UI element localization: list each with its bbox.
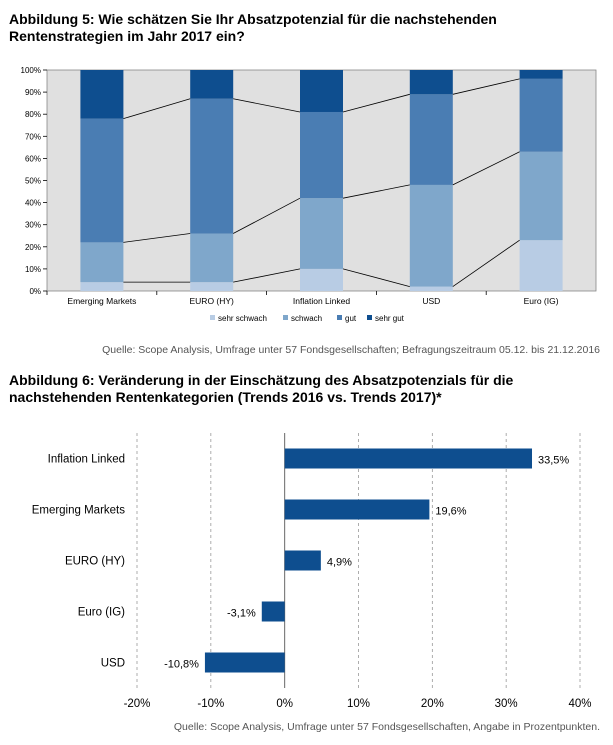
legend-swatch-sehr-schwach [210,315,215,320]
series-connector-line [452,239,520,287]
legend-swatch-sehr-gut [367,315,372,320]
figure-5-source: Quelle: Scope Analysis, Umfrage unter 57… [102,344,600,356]
bar-sehr-gut [519,70,563,79]
x-category-label: Euro (IG) [524,296,559,306]
series-connector-line [233,98,301,113]
series-connector-line [233,268,301,283]
figure-6-source: Quelle: Scope Analysis, Umfrage unter 57… [173,721,600,733]
series-connector-line [342,268,410,287]
bar-gut [409,94,453,185]
bar-usd [204,652,285,673]
x-tick-label: -20% [124,698,151,710]
y-tick-label: 60% [25,154,41,163]
legend-label-gut: gut [345,314,357,323]
x-tick-label: 30% [495,698,518,710]
series-connector-line [123,98,191,120]
bar-schwach [190,233,234,283]
x-tick-label: 10% [347,698,370,710]
y-tick-label: 40% [25,199,41,208]
y-tick-label: 0% [29,287,41,296]
x-category-label: EURO (HY) [190,296,235,306]
bar-sehr-gut [409,70,453,95]
bar-schwach [80,242,124,283]
bar-sehr-schwach [190,282,234,291]
y-category-label: EURO (HY) [65,556,125,568]
y-category-label: Inflation Linked [48,454,125,466]
bar-sehr-gut [80,70,124,119]
x-tick-label: 20% [421,698,444,710]
y-tick-label: 100% [21,66,41,75]
x-category-label: Emerging Markets [67,296,136,306]
series-connector-line [452,78,520,95]
y-tick-label: 80% [25,110,41,119]
y-tick-label: 20% [25,243,41,252]
data-label: 19,6% [435,506,466,518]
figure-6-title: Abbildung 6: Veränderung in der Einschät… [9,372,514,405]
legend-label-schwach: schwach [291,314,322,323]
bar-schwach [409,184,453,287]
bar-schwach [519,151,563,241]
series-connector-line [233,197,301,234]
series-connector-line [342,184,410,199]
bar-euro-hy [284,550,321,571]
series-connector-line [342,93,410,113]
series-connector-line [452,151,520,186]
y-tick-label: 30% [25,221,41,230]
bar-gut [519,78,563,152]
x-tick-label: -10% [197,698,224,710]
bar-inflation-linked [284,448,533,469]
legend-swatch-gut [337,315,342,320]
y-tick-label: 70% [25,132,41,141]
data-label: -3,1% [227,608,256,620]
data-label: 4,9% [327,557,352,569]
y-category-label: Euro (IG) [78,607,125,619]
data-label: -10,8% [164,659,199,671]
bar-sehr-schwach [80,282,124,291]
bar-gut [80,118,124,243]
bar-emerging-markets [284,499,430,520]
y-category-label: Emerging Markets [32,505,126,517]
x-tick-label: 0% [276,698,293,710]
bar-sehr-schwach [519,240,563,291]
series-connector-line [123,233,191,243]
bar-gut [190,98,234,234]
x-category-label: Inflation Linked [293,296,350,306]
data-label: 33,5% [538,455,569,467]
y-tick-label: 90% [25,88,41,97]
bar-sehr-gut [190,70,234,99]
bar-euro-ig [261,601,285,622]
bar-gut [300,111,343,199]
legend-label-sehr-gut: sehr gut [375,314,405,323]
figure-5-stacked-bar-chart: 0% 10% 20% 30% 40% 50% 60% 70% 80% 90% 100% Emergin… [21,66,597,323]
figure-5-title: Abbildung 5: Wie schätzen Sie Ihr Absatz… [9,11,497,44]
y-tick-label: 10% [25,265,41,274]
y-category-label: USD [101,658,125,670]
legend-swatch-schwach [283,315,288,320]
bar-schwach [300,198,343,269]
x-category-label: USD [422,296,440,306]
legend-label-sehr-schwach: sehr schwach [218,314,267,323]
bar-sehr-gut [300,70,343,112]
x-tick-label: 40% [568,698,591,710]
y-tick-label: 50% [25,177,41,186]
bar-sehr-schwach [409,286,453,291]
bar-sehr-schwach [300,268,343,291]
